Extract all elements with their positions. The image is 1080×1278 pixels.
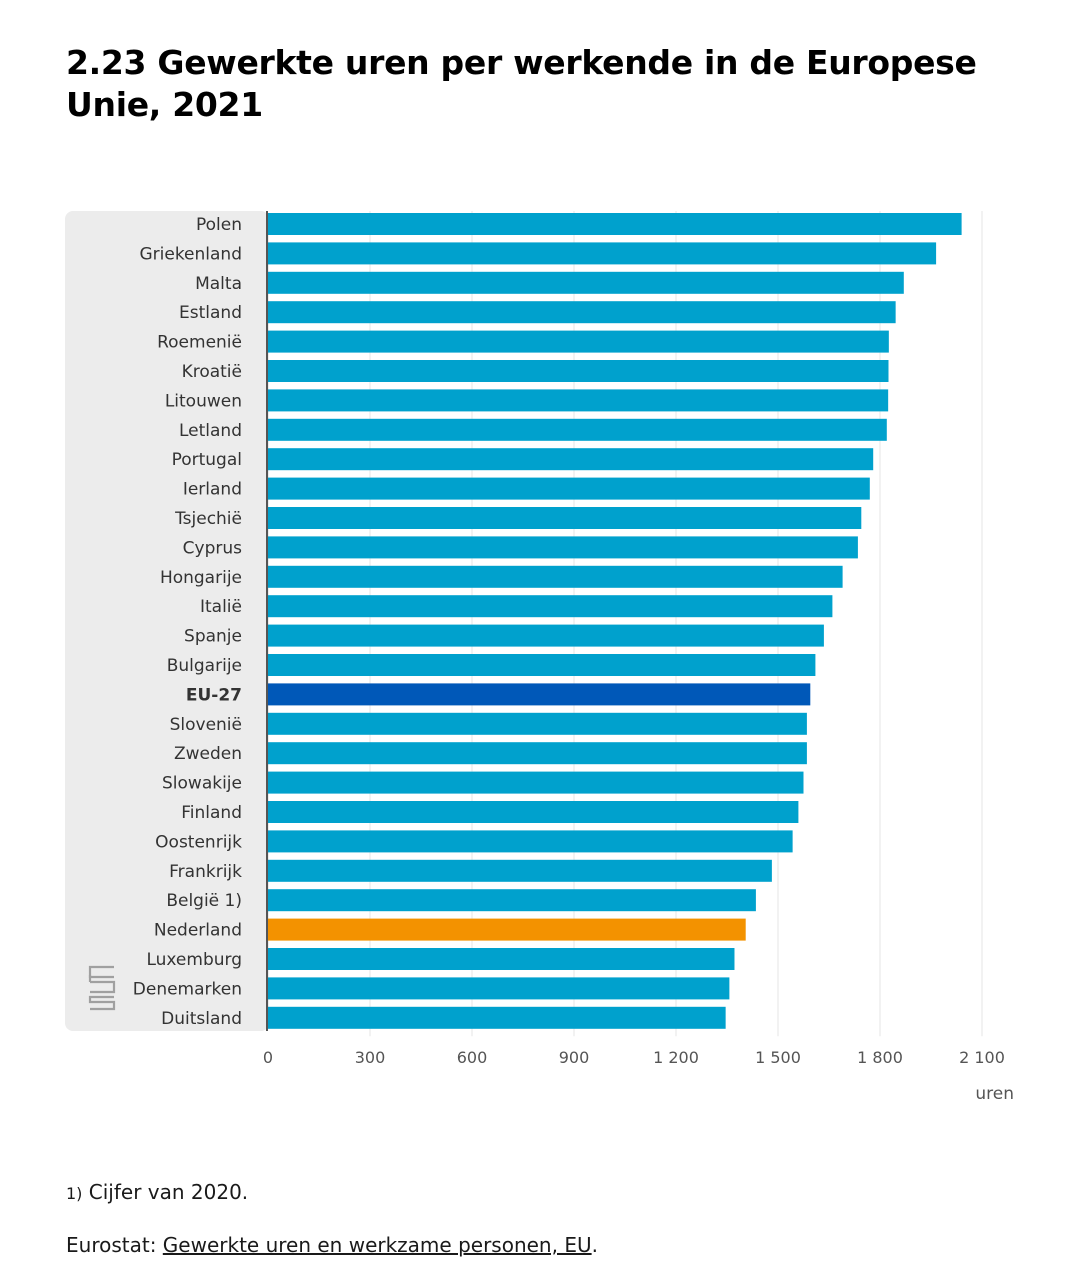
category-label: Nederland <box>154 921 242 941</box>
chart-title: 2.23 Gewerkte uren per werkende in de Eu… <box>66 43 977 124</box>
bar <box>268 801 799 823</box>
bar <box>268 889 756 912</box>
category-label: Bulgarije <box>167 656 242 676</box>
x-tick-label: 900 <box>559 1048 590 1067</box>
x-tick-labels: 0 300 600 900 1 200 1 500 1 800 2 100 <box>263 1048 1005 1067</box>
x-tick-label: 1 200 <box>653 1048 699 1067</box>
bar <box>268 859 772 882</box>
bar <box>268 271 904 294</box>
bar <box>268 712 807 735</box>
bar <box>268 301 896 324</box>
category-label: Portugal <box>172 450 242 470</box>
x-tick-label: 1 800 <box>857 1048 903 1067</box>
category-label: Cyprus <box>183 538 242 558</box>
category-label: Finland <box>181 803 242 823</box>
footnote-marker: 1) <box>66 1184 83 1203</box>
bar <box>268 213 962 235</box>
category-label: Malta <box>195 274 242 294</box>
category-label: Ierland <box>183 480 242 500</box>
bar <box>268 654 816 676</box>
bar <box>268 683 811 706</box>
category-label: Estland <box>179 303 242 323</box>
bar <box>268 742 807 765</box>
bar <box>268 624 824 647</box>
category-label: Frankrijk <box>169 862 242 882</box>
bar <box>268 389 889 412</box>
category-label: Oostenrijk <box>155 832 242 852</box>
category-labels: Polen Griekenland Malta Estland Roemenië Kroa… <box>133 215 242 1029</box>
x-axis-title: uren <box>975 1084 1014 1104</box>
bar <box>268 977 730 1000</box>
category-label: Polen <box>196 215 242 235</box>
footnote-text: Cijfer van 2020. <box>82 1180 249 1204</box>
category-label: Luxemburg <box>146 950 242 970</box>
source-line: Eurostat: Gewerkte uren en werkzame pers… <box>66 1233 598 1257</box>
category-label: Letland <box>179 421 242 441</box>
bar <box>268 507 862 529</box>
bar <box>268 918 746 941</box>
bar <box>268 418 887 441</box>
category-label: Litouwen <box>165 391 242 411</box>
bar <box>268 360 889 382</box>
bar <box>268 948 735 970</box>
x-tick-label: 2 100 <box>959 1048 1005 1067</box>
x-tick-label: 1 500 <box>755 1048 801 1067</box>
category-label: Italië <box>200 597 242 617</box>
category-label: Zweden <box>174 744 242 764</box>
category-label: Kroatië <box>182 362 242 382</box>
bar <box>268 536 858 559</box>
x-tick-label: 300 <box>355 1048 386 1067</box>
category-label: Duitsland <box>161 1009 242 1029</box>
bar <box>268 830 793 853</box>
category-label: Slovenië <box>170 715 242 735</box>
footnote: 1) Cijfer van 2020. <box>66 1180 248 1204</box>
bar <box>268 565 843 588</box>
source-prefix: Eurostat: <box>66 1233 163 1257</box>
bar <box>268 595 833 618</box>
category-label: Spanje <box>184 627 242 647</box>
x-tick-label: 0 <box>263 1048 273 1067</box>
label-panel <box>65 211 269 1031</box>
category-label: Griekenland <box>139 244 242 264</box>
category-label: EU-27 <box>186 685 242 705</box>
category-label: Hongarije <box>160 568 242 588</box>
bar-chart: Polen Griekenland Malta Estland Roemenië Kroa… <box>65 211 1014 1104</box>
category-label: Denemarken <box>133 979 242 999</box>
category-label: Tsjechië <box>174 509 242 529</box>
category-label: Roemenië <box>157 333 242 353</box>
category-label: Slowakije <box>162 774 242 794</box>
x-tick-label: 600 <box>457 1048 488 1067</box>
source-link[interactable]: Gewerkte uren en werkzame personen, EU <box>162 1233 592 1257</box>
bar <box>268 771 804 794</box>
bars <box>268 213 962 1029</box>
bar <box>268 477 870 500</box>
bar <box>268 242 937 265</box>
source-suffix: . <box>591 1233 598 1257</box>
bar <box>268 330 889 353</box>
category-label: België 1) <box>166 891 242 911</box>
cbs-logo-icon <box>88 965 116 1011</box>
bar <box>268 1006 726 1029</box>
bar <box>268 448 874 471</box>
